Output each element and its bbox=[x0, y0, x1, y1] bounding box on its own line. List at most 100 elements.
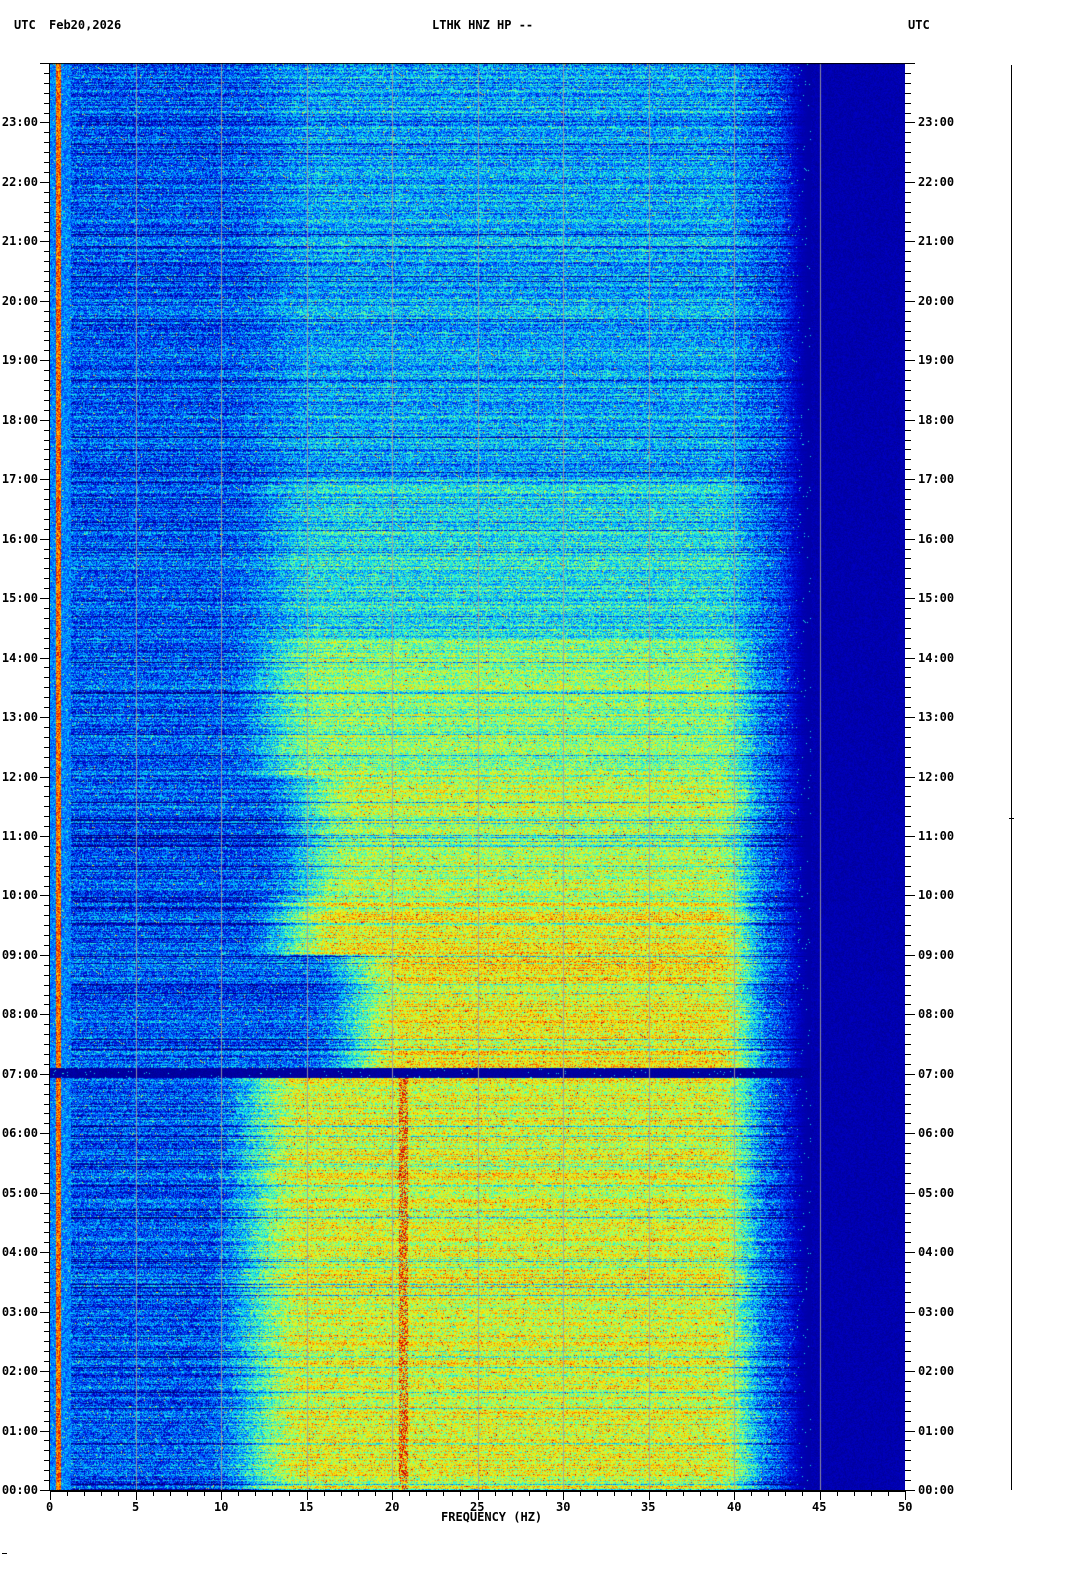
y-tick-left bbox=[44, 1123, 50, 1124]
y-tick-left bbox=[44, 767, 50, 768]
y-tick-right bbox=[905, 430, 911, 431]
y-tick-left bbox=[44, 1341, 50, 1342]
y-tick-label-left: 20:00 bbox=[1, 294, 38, 308]
y-tick-right bbox=[905, 1193, 915, 1194]
x-tick bbox=[324, 1490, 325, 1496]
y-tick-right bbox=[905, 687, 911, 688]
y-tick-right bbox=[905, 440, 911, 441]
y-tick-left bbox=[44, 202, 50, 203]
y-tick-left bbox=[44, 370, 50, 371]
y-tick-left bbox=[40, 301, 50, 302]
y-tick-right bbox=[905, 747, 911, 748]
y-tick-left bbox=[44, 1450, 50, 1451]
y-tick-left bbox=[44, 1460, 50, 1461]
y-tick-left bbox=[44, 1351, 50, 1352]
y-tick-left bbox=[44, 638, 50, 639]
y-tick-left bbox=[44, 1480, 50, 1481]
y-tick-right bbox=[905, 767, 911, 768]
y-tick-right bbox=[905, 113, 911, 114]
y-tick-left bbox=[44, 380, 50, 381]
y-tick-right bbox=[905, 549, 911, 550]
y-tick-left bbox=[44, 152, 50, 153]
y-tick-right bbox=[905, 895, 915, 896]
x-tick bbox=[460, 1490, 461, 1496]
corner-mark bbox=[2, 1553, 7, 1557]
y-tick-right bbox=[905, 1183, 911, 1184]
y-tick-left bbox=[44, 687, 50, 688]
y-tick-left bbox=[44, 73, 50, 74]
y-tick-right bbox=[905, 1252, 915, 1253]
y-tick-right bbox=[905, 826, 911, 827]
y-tick-left bbox=[44, 1391, 50, 1392]
y-tick-label-left: 11:00 bbox=[1, 829, 38, 843]
y-tick-left bbox=[44, 1004, 50, 1005]
y-tick-label-right: 08:00 bbox=[918, 1007, 955, 1021]
y-tick-left bbox=[44, 1024, 50, 1025]
y-tick-right bbox=[905, 1094, 911, 1095]
y-tick-right bbox=[905, 192, 911, 193]
y-tick-left bbox=[44, 1302, 50, 1303]
y-tick-right bbox=[905, 1104, 911, 1105]
y-tick-right bbox=[905, 945, 911, 946]
x-tick bbox=[734, 1490, 735, 1500]
y-tick-right bbox=[905, 459, 911, 460]
y-tick-label-left: 14:00 bbox=[1, 651, 38, 665]
y-tick-label-left: 04:00 bbox=[1, 1245, 38, 1259]
y-tick-left bbox=[44, 608, 50, 609]
y-tick-right bbox=[905, 1024, 911, 1025]
x-tick bbox=[751, 1490, 752, 1496]
y-tick-left bbox=[44, 449, 50, 450]
y-tick-left bbox=[44, 132, 50, 133]
x-tick bbox=[683, 1490, 684, 1496]
y-tick-left bbox=[44, 618, 50, 619]
y-tick-left bbox=[44, 1331, 50, 1332]
y-tick-right bbox=[905, 1282, 911, 1283]
x-axis-label: FREQUENCY (HZ) bbox=[441, 1510, 543, 1524]
x-tick-label: 25 bbox=[470, 1500, 485, 1514]
y-tick-left bbox=[44, 1440, 50, 1441]
y-tick-right bbox=[905, 519, 911, 520]
y-tick-left bbox=[44, 1054, 50, 1055]
y-tick-right bbox=[905, 1470, 911, 1471]
y-tick-left bbox=[40, 479, 50, 480]
x-tick-label: 15 bbox=[299, 1500, 314, 1514]
y-tick-left bbox=[40, 360, 50, 361]
x-tick bbox=[871, 1490, 872, 1496]
y-tick-right bbox=[905, 1490, 915, 1491]
y-tick-left bbox=[44, 816, 50, 817]
y-tick-right bbox=[905, 965, 911, 966]
x-tick bbox=[614, 1490, 615, 1496]
y-tick-left bbox=[44, 340, 50, 341]
y-tick-left bbox=[44, 846, 50, 847]
y-tick-right bbox=[905, 1173, 911, 1174]
y-tick-label-left: 05:00 bbox=[1, 1186, 38, 1200]
y-tick-left bbox=[44, 1034, 50, 1035]
y-tick-left bbox=[40, 955, 50, 956]
y-tick-right bbox=[905, 1351, 911, 1352]
y-tick-left bbox=[44, 975, 50, 976]
y-tick-left bbox=[44, 212, 50, 213]
y-tick-left bbox=[44, 558, 50, 559]
y-tick-right bbox=[905, 786, 911, 787]
y-tick-label-right: 04:00 bbox=[918, 1245, 955, 1259]
y-tick-left bbox=[44, 747, 50, 748]
x-tick bbox=[512, 1490, 513, 1496]
y-tick-left bbox=[44, 231, 50, 232]
x-tick bbox=[495, 1490, 496, 1496]
y-tick-right bbox=[905, 1302, 911, 1303]
y-tick-left bbox=[40, 1490, 50, 1491]
y-tick-left bbox=[44, 1282, 50, 1283]
y-tick-left bbox=[44, 1143, 50, 1144]
y-tick-left bbox=[44, 905, 50, 906]
y-tick-left bbox=[40, 1074, 50, 1075]
y-tick-left bbox=[44, 162, 50, 163]
y-tick-right bbox=[905, 588, 911, 589]
y-tick-right bbox=[905, 1371, 915, 1372]
y-tick-left bbox=[44, 1381, 50, 1382]
x-tick bbox=[597, 1490, 598, 1496]
spectrogram-heatmap bbox=[50, 63, 905, 1490]
y-tick-label-left: 02:00 bbox=[1, 1364, 38, 1378]
y-tick-right bbox=[905, 331, 911, 332]
y-tick-right bbox=[905, 737, 911, 738]
y-tick-label-left: 21:00 bbox=[1, 234, 38, 248]
